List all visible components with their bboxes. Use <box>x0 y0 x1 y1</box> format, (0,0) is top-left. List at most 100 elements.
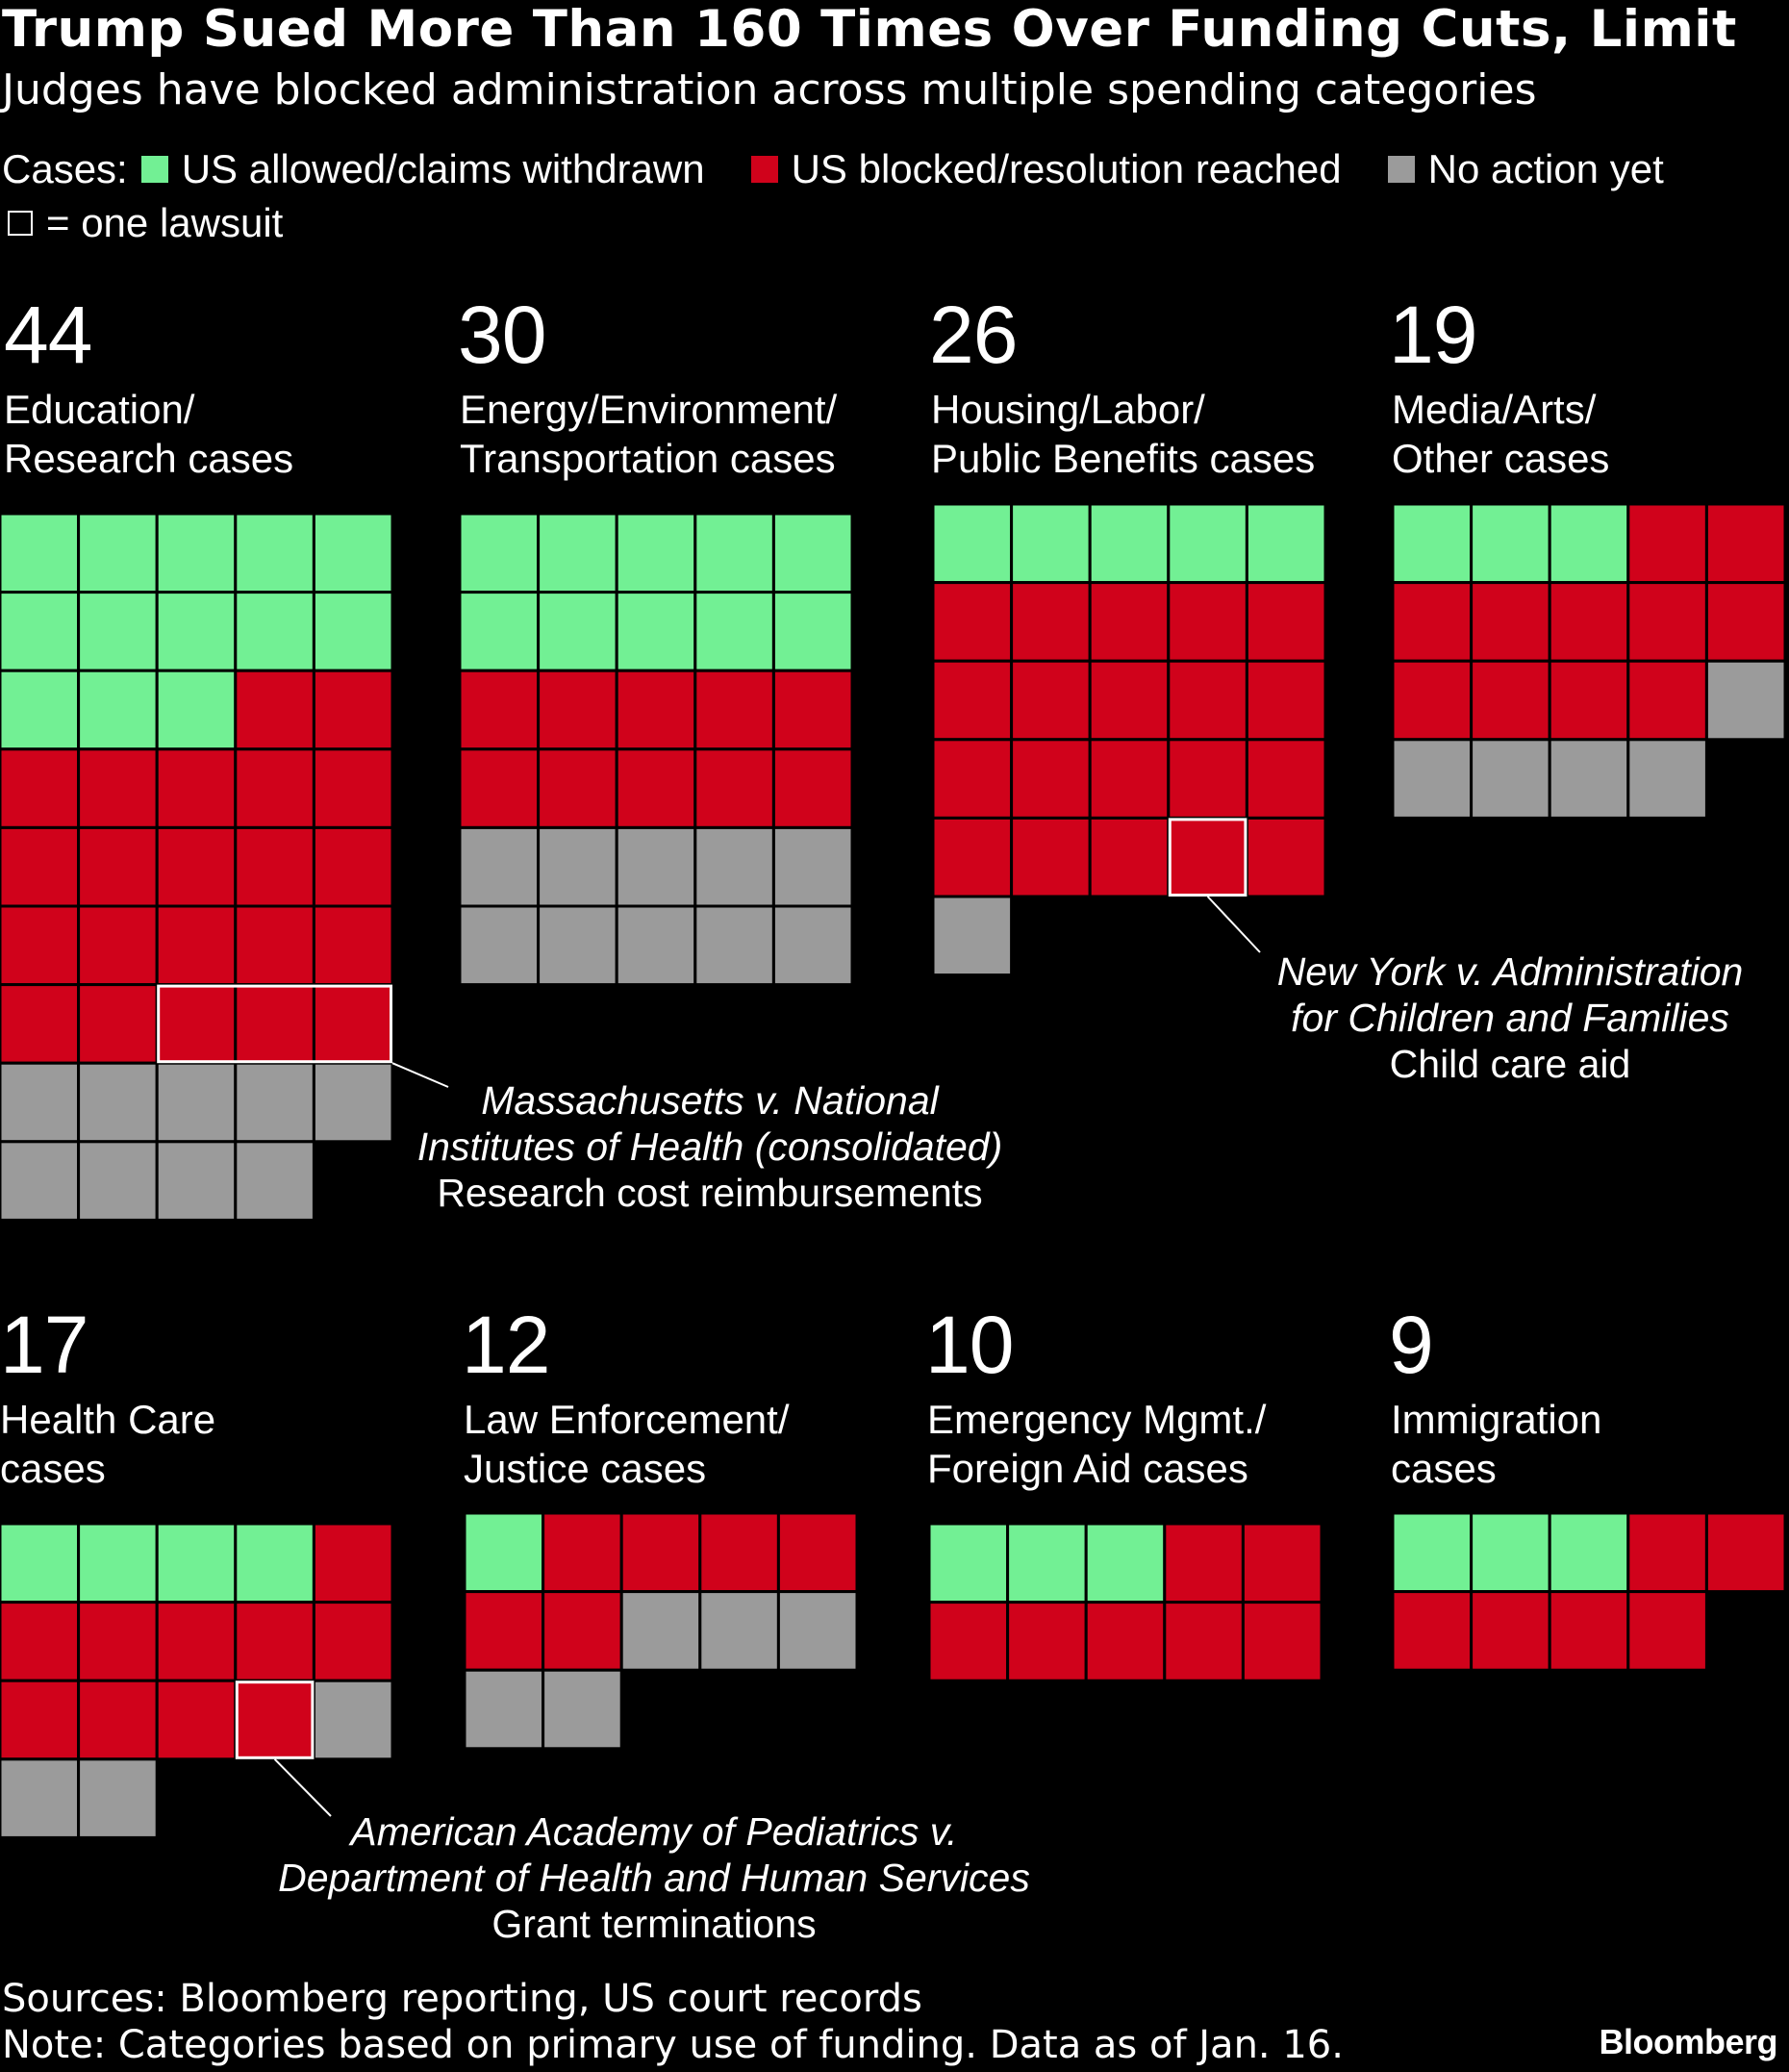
lawsuit-cell-blocked <box>1010 581 1092 663</box>
lawsuit-cell-blocked <box>693 669 775 751</box>
lawsuit-cell-blocked <box>312 669 394 751</box>
lawsuit-cell-blocked <box>1245 581 1327 663</box>
lawsuit-cell-blocked <box>1626 1590 1708 1672</box>
lawsuit-cell-blocked <box>931 816 1014 898</box>
sources-note: Sources: Bloomberg reporting, US court r… <box>2 1977 922 2021</box>
waffle-education <box>0 512 394 1222</box>
lawsuit-cell-blocked <box>771 747 854 829</box>
highlight-box-massachusetts <box>157 984 392 1064</box>
lawsuit-cell-allowed <box>1470 1511 1551 1594</box>
lawsuit-cell-allowed <box>1088 502 1171 585</box>
lawsuit-cell-allowed <box>693 591 775 672</box>
lawsuit-cell-blocked <box>234 1679 315 1761</box>
lawsuit-cell-no-action <box>537 825 618 908</box>
legend-swatch-allowed <box>140 156 168 183</box>
lawsuit-cell-no-action <box>776 1590 859 1672</box>
lawsuit-cell-no-action <box>1626 738 1708 820</box>
category-count-emergency: 10 <box>925 1300 1014 1390</box>
lawsuit-cell-blocked <box>1167 659 1248 742</box>
lawsuit-cell-blocked <box>537 747 618 829</box>
lawsuit-cell-blocked <box>1548 1590 1630 1672</box>
lawsuit-cell-no-action <box>458 825 541 908</box>
category-label-emergency: Emergency Mgmt./Foreign Aid cases <box>927 1397 1267 1491</box>
lawsuit-cell-blocked <box>0 825 81 908</box>
lawsuit-cell-allowed <box>771 512 854 594</box>
lawsuit-cell-blocked <box>1163 1522 1245 1605</box>
annotation-pediatrics: American Academy of Pediatrics v. Depart… <box>278 1809 1030 1946</box>
category-label-immigration: Immigration cases <box>1391 1397 1602 1491</box>
legend-prefix: Cases: <box>2 146 128 191</box>
chart-subtitle: Judges have blocked administration acros… <box>2 65 1537 114</box>
lawsuit-cell-allowed <box>771 591 854 672</box>
lawsuit-cell-blocked <box>155 904 238 987</box>
lawsuit-cell-blocked <box>1470 659 1551 742</box>
lawsuit-cell-blocked <box>234 747 315 829</box>
lawsuit-cell-no-action <box>1391 738 1474 820</box>
category-label-law: Law Enforcement/Justice cases <box>464 1397 790 1491</box>
lawsuit-cell-allowed <box>1167 502 1248 585</box>
lawsuit-cell-blocked <box>1391 659 1474 742</box>
lawsuit-cell-blocked <box>1167 738 1248 820</box>
legend-item-blocked: US blocked/resolution reached <box>738 146 1342 192</box>
lawsuit-cell-blocked <box>1010 816 1092 898</box>
lawsuit-cell-blocked <box>1704 502 1787 585</box>
lawsuit-cell-blocked <box>1167 816 1248 898</box>
lawsuit-cell-blocked <box>1167 581 1248 663</box>
lawsuit-cell-allowed <box>234 1522 315 1605</box>
lawsuit-cell-allowed <box>1006 1522 1088 1605</box>
lawsuit-cell-blocked <box>776 1511 859 1594</box>
waffle-media <box>1391 502 1787 820</box>
category-count-media: 19 <box>1389 290 1477 380</box>
lawsuit-cell-allowed <box>155 591 238 672</box>
lawsuit-cell-blocked <box>312 825 394 908</box>
lawsuit-cell-blocked <box>1245 659 1327 742</box>
lawsuit-cell-blocked <box>155 1601 238 1682</box>
lawsuit-cell-allowed <box>155 512 238 594</box>
lawsuit-cell-no-action <box>698 1590 780 1672</box>
lawsuit-cell-blocked <box>1010 659 1092 742</box>
lawsuit-cell-blocked <box>0 1679 81 1761</box>
category-label-energy: Energy/Environment/Transportation cases <box>460 387 838 481</box>
lawsuit-cell-blocked <box>931 659 1014 742</box>
lawsuit-cell-blocked <box>1006 1601 1088 1682</box>
bloomberg-logo: Bloomberg <box>1599 2022 1777 2061</box>
lawsuit-cell-blocked <box>619 1511 702 1594</box>
lawsuit-cell-blocked <box>927 1601 1010 1682</box>
lawsuit-cell-blocked <box>234 669 315 751</box>
legend-label-allowed: US allowed/claims withdrawn <box>181 146 705 191</box>
lawsuit-cell-blocked <box>1088 816 1171 898</box>
lawsuit-cell-allowed <box>0 1522 81 1605</box>
lawsuit-cell-no-action <box>0 1061 81 1144</box>
lawsuit-cell-blocked <box>312 1601 394 1682</box>
lawsuit-cell-blocked <box>1245 816 1327 898</box>
lawsuit-cell-allowed <box>234 512 315 594</box>
data-note: Note: Categories based on primary use of… <box>2 2023 1344 2067</box>
lawsuit-cell-blocked <box>155 825 238 908</box>
lawsuit-cell-allowed <box>458 512 541 594</box>
lawsuit-cell-blocked <box>77 1601 159 1682</box>
lawsuit-cell-blocked <box>1704 581 1787 663</box>
lawsuit-cell-blocked <box>0 747 81 829</box>
lawsuit-cell-no-action <box>1548 738 1630 820</box>
lawsuit-cell-blocked <box>312 1522 394 1605</box>
lawsuit-cell-blocked <box>77 747 159 829</box>
lawsuit-cell-allowed <box>77 1522 159 1605</box>
lawsuit-cell-blocked <box>312 904 394 987</box>
lawsuit-cell-allowed <box>1391 502 1474 585</box>
lawsuit-cell-blocked <box>931 581 1014 663</box>
lawsuit-cell-no-action <box>615 904 697 987</box>
lawsuit-cell-allowed <box>77 669 159 751</box>
leader-line-massachusetts <box>391 1062 449 1088</box>
lawsuit-cell-blocked <box>1241 1522 1323 1605</box>
lawsuit-cell-allowed <box>0 669 81 751</box>
lawsuit-cell-no-action <box>619 1590 702 1672</box>
legend-unit-text: = one lawsuit <box>46 200 284 245</box>
lawsuit-cell-no-action <box>234 1140 315 1222</box>
lawsuit-cell-blocked <box>0 983 81 1065</box>
lawsuit-cell-blocked <box>234 1601 315 1682</box>
lawsuit-cell-blocked <box>542 1511 623 1594</box>
lawsuit-cell-blocked <box>458 747 541 829</box>
lawsuit-cell-blocked <box>1391 1590 1474 1672</box>
category-label-media: Media/Arts/Other cases <box>1392 387 1610 481</box>
highlight-box-new-york <box>1168 818 1247 897</box>
